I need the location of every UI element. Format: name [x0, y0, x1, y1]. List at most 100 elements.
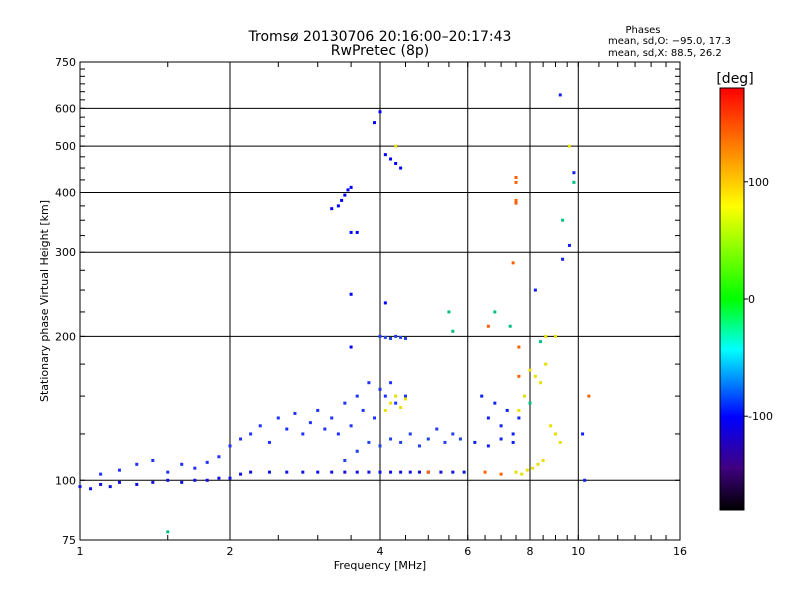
- data-point: [517, 374, 521, 378]
- data-point: [346, 188, 350, 192]
- data-point: [378, 334, 382, 338]
- data-point: [378, 470, 382, 474]
- data-point: [486, 324, 490, 328]
- data-point: [285, 470, 289, 474]
- data-point: [249, 432, 253, 436]
- data-point: [531, 466, 535, 470]
- data-point: [458, 437, 462, 441]
- data-point: [544, 362, 548, 366]
- data-point: [508, 324, 512, 328]
- data-point: [394, 161, 398, 165]
- data-point: [533, 374, 537, 378]
- data-point: [426, 437, 430, 441]
- data-point: [343, 193, 347, 197]
- data-point: [330, 416, 334, 420]
- x-tick-label: 16: [673, 545, 687, 558]
- data-point: [217, 455, 221, 459]
- data-point: [316, 408, 320, 412]
- data-point: [151, 458, 155, 462]
- colorbar: [719, 87, 745, 511]
- data-point: [520, 472, 524, 476]
- data-point: [389, 157, 393, 161]
- y-tick-label: 600: [55, 102, 76, 115]
- data-point: [166, 478, 170, 482]
- data-point: [533, 288, 537, 292]
- data-point: [301, 470, 305, 474]
- data-point: [336, 432, 340, 436]
- x-tick-label: 8: [527, 545, 534, 558]
- data-point: [462, 470, 466, 474]
- data-point: [408, 470, 412, 474]
- data-point: [89, 487, 93, 491]
- y-tick-label: 500: [55, 140, 76, 153]
- y-tick-label: 75: [62, 534, 76, 547]
- data-point: [355, 470, 359, 474]
- data-point: [486, 416, 490, 420]
- data-point: [439, 470, 443, 474]
- data-point: [517, 416, 521, 420]
- data-point: [581, 432, 585, 436]
- data-point: [285, 427, 289, 431]
- data-point: [541, 458, 545, 462]
- data-point: [403, 336, 407, 340]
- data-point: [258, 424, 262, 428]
- data-point: [336, 204, 340, 208]
- data-point: [205, 460, 209, 464]
- data-point: [403, 394, 407, 398]
- data-point: [99, 472, 103, 476]
- data-point: [523, 394, 527, 398]
- data-point: [166, 470, 170, 474]
- colorbar-ticks: 100 0 -100: [744, 176, 773, 423]
- data-point: [389, 381, 393, 385]
- data-point: [473, 440, 477, 444]
- data-point: [117, 480, 121, 484]
- data-point: [228, 476, 232, 480]
- data-point: [493, 401, 497, 405]
- data-point: [572, 180, 576, 184]
- data-point: [135, 462, 139, 466]
- data-point: [330, 470, 334, 474]
- data-point: [108, 485, 112, 489]
- data-point: [367, 440, 371, 444]
- chart-title: Tromsø 20130706 20:16:00–20:17:43: [248, 29, 512, 45]
- data-point: [383, 408, 387, 412]
- y-tick-label: 750: [55, 56, 76, 69]
- y-axis-label: Stationary phase Virtual Height [km]: [38, 200, 51, 402]
- x-tick-label: 2: [227, 545, 234, 558]
- data-point: [301, 432, 305, 436]
- data-point: [180, 480, 184, 484]
- data-point: [394, 334, 398, 338]
- data-point: [483, 470, 487, 474]
- colorbar-label: [deg]: [716, 71, 753, 87]
- data-point: [394, 144, 398, 148]
- colorbar-tick-label: 0: [748, 293, 755, 306]
- data-point: [561, 218, 565, 222]
- data-point: [553, 334, 557, 338]
- data-point: [451, 470, 455, 474]
- data-point: [383, 153, 387, 157]
- chart-subtitle: RwPretec (8p): [331, 43, 429, 59]
- data-point: [558, 440, 562, 444]
- y-tick-label: 100: [55, 474, 76, 487]
- data-point: [394, 394, 398, 398]
- data-point: [499, 424, 503, 428]
- data-point: [340, 198, 344, 202]
- data-point: [349, 185, 353, 189]
- data-point: [511, 432, 515, 436]
- data-point: [355, 230, 359, 234]
- data-point: [451, 329, 455, 333]
- data-points: [78, 93, 591, 534]
- data-point: [180, 462, 184, 466]
- data-point: [193, 478, 197, 482]
- data-point: [399, 470, 403, 474]
- phases-line-o: mean, sd,O: −95.0, 17.3: [608, 36, 731, 47]
- y-tick-label: 400: [55, 186, 76, 199]
- data-point: [399, 166, 403, 170]
- data-point: [403, 397, 407, 401]
- data-point: [417, 444, 421, 448]
- data-point: [330, 207, 334, 211]
- data-point: [493, 310, 497, 314]
- data-point: [517, 408, 521, 412]
- x-tick-label: 1: [77, 545, 84, 558]
